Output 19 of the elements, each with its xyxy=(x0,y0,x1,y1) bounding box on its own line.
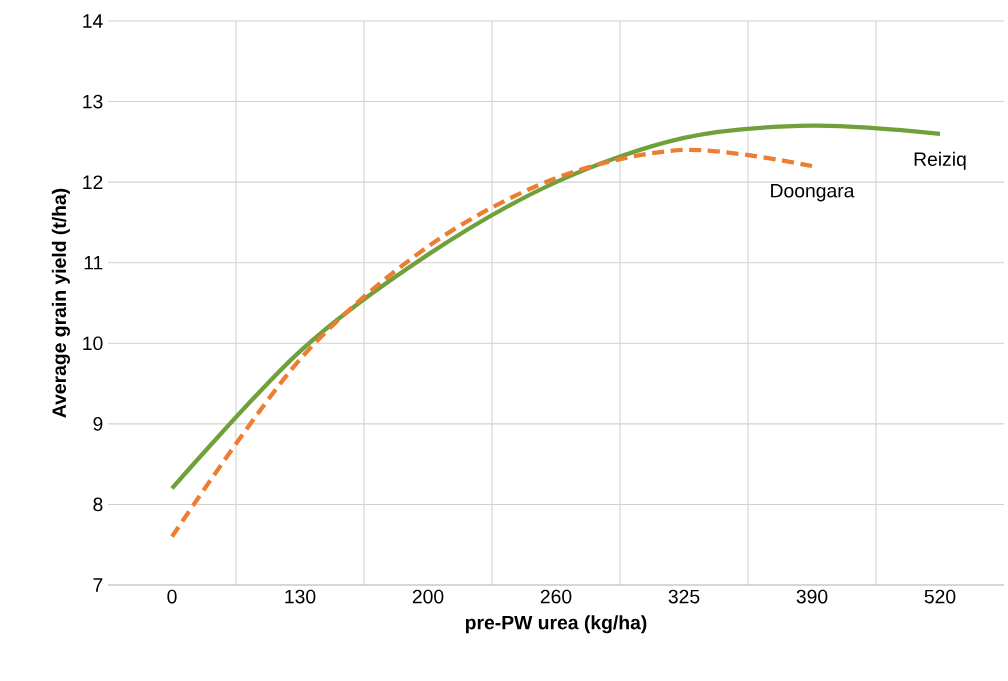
x-tick-label: 0 xyxy=(167,589,177,604)
y-tick-label: 11 xyxy=(84,256,103,270)
x-tick-label: 390 xyxy=(796,589,828,604)
y-tick-label: 14 xyxy=(83,14,103,28)
y-tick-label: 9 xyxy=(93,416,103,431)
y-tick-label: 13 xyxy=(83,94,103,109)
x-tick-label: 520 xyxy=(924,589,956,604)
y-tick-label: 8 xyxy=(93,497,103,512)
x-axis-title: pre-PW urea (kg/ha) xyxy=(465,615,647,634)
x-tick-label: 325 xyxy=(668,589,700,604)
x-tick-label: 130 xyxy=(285,589,316,604)
y-axis-title: Average grain yield (t/ha) xyxy=(51,188,70,418)
y-tick-label: 12 xyxy=(83,175,103,189)
y-tick-label: 7 xyxy=(93,578,103,592)
series-label: Reiziq xyxy=(914,151,966,170)
series-label: Doongara xyxy=(771,184,855,202)
y-tick-label: 10 xyxy=(83,336,103,351)
x-tick-label: 260 xyxy=(540,589,572,604)
x-tick-label: 200 xyxy=(412,589,444,604)
